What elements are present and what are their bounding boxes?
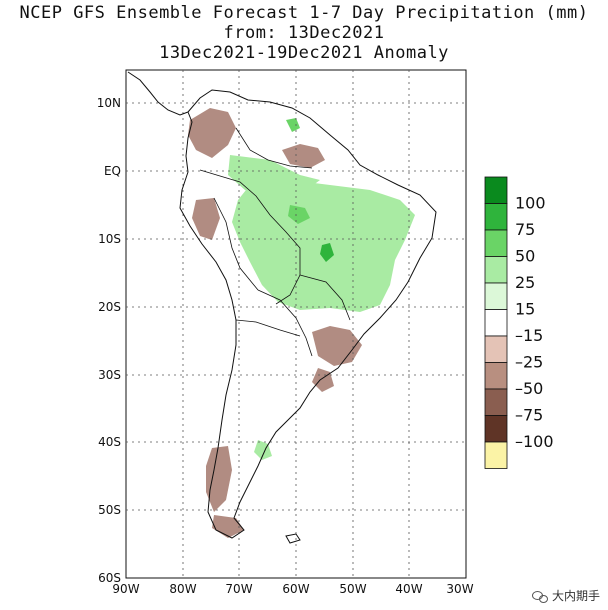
- legend-label: 25: [515, 273, 535, 292]
- wet-anomaly-core: [320, 243, 334, 262]
- legend-swatch: [484, 309, 508, 337]
- legend-label: 75: [515, 220, 535, 239]
- chart-title: NCEP GFS Ensemble Forecast 1-7 Day Preci…: [19, 3, 589, 23]
- legend-swatch: [484, 362, 508, 390]
- watermark-text: 大内期手: [551, 589, 600, 603]
- legend-label: 15: [515, 300, 535, 319]
- wechat-icon: [531, 590, 548, 603]
- dry-anomaly-argentina: [312, 368, 334, 392]
- country-borders: [199, 127, 351, 357]
- chart-subtitle-date: from: 13Dec2021: [223, 23, 385, 43]
- legend-swatch: [484, 229, 508, 257]
- legend-swatch: [484, 203, 508, 231]
- legend-swatch: [484, 335, 508, 363]
- lat-label: EQ: [104, 164, 121, 178]
- legend-label: –100: [515, 432, 554, 451]
- dry-anomaly-ecuador-peru: [192, 198, 220, 240]
- wet-anomaly-amazon: [228, 155, 320, 198]
- lat-label: 40S: [98, 435, 121, 449]
- lon-label: 70W: [225, 582, 252, 596]
- watermark: 大内期手: [531, 587, 600, 604]
- legend-swatch: [484, 415, 508, 443]
- color-legend: 100 75 50 25 15 –15 –25 –50 –75 –100: [484, 176, 554, 469]
- latitude-labels: 10N EQ 10S 20S 30S 40S 50S 60S: [97, 96, 121, 585]
- lon-label: 60W: [282, 582, 309, 596]
- lat-label: 30S: [98, 368, 121, 382]
- lon-label: 90W: [112, 582, 139, 596]
- chart-subtitle-range: 13Dec2021-19Dec2021 Anomaly: [159, 43, 449, 63]
- lat-label: 10S: [98, 232, 121, 246]
- legend-swatch: [484, 441, 508, 469]
- coastline: [127, 71, 437, 544]
- falkland-islands: [285, 533, 301, 544]
- legend-label: 100: [515, 194, 546, 213]
- legend-label: –25: [515, 353, 543, 372]
- legend-label: –15: [515, 326, 543, 345]
- legend-swatch: [484, 282, 508, 310]
- legend-swatch: [484, 176, 508, 204]
- dry-anomaly-colombia: [188, 108, 236, 158]
- dry-anomaly-chile-south: [206, 446, 232, 512]
- south-america-coast: [179, 89, 437, 539]
- dry-anomaly-guianas: [282, 144, 325, 168]
- graticule: [126, 70, 466, 578]
- longitude-labels: 90W 80W 70W 60W 50W 40W 30W: [112, 582, 473, 596]
- lon-label: 50W: [339, 582, 366, 596]
- legend-label: –50: [515, 379, 543, 398]
- legend-label: 50: [515, 247, 535, 266]
- wet-anomaly-central: [288, 205, 310, 224]
- dry-anomaly-uruguay: [312, 326, 362, 366]
- central-america-coast: [127, 71, 189, 116]
- lon-label: 40W: [395, 582, 422, 596]
- lat-label: 10N: [97, 96, 121, 110]
- lat-label: 60S: [98, 571, 121, 585]
- lat-label: 50S: [98, 503, 121, 517]
- legend-swatch: [484, 256, 508, 284]
- legend-swatch: [484, 388, 508, 416]
- lat-label: 20S: [98, 300, 121, 314]
- lon-label: 80W: [169, 582, 196, 596]
- anomaly-shading: [188, 108, 415, 538]
- legend-label: –75: [515, 406, 543, 425]
- wet-anomaly-north: [286, 118, 300, 132]
- lon-label: 30W: [446, 582, 473, 596]
